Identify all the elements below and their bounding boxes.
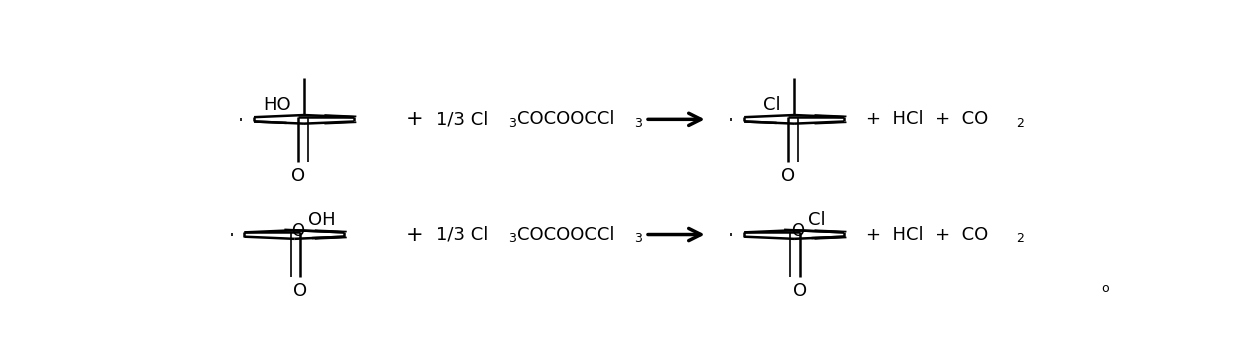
Text: 3: 3 [507, 117, 516, 130]
Text: COCOOCCl: COCOOCCl [517, 110, 615, 128]
Text: o: o [1101, 282, 1110, 295]
Text: 3: 3 [507, 232, 516, 245]
Text: 2: 2 [1016, 232, 1024, 245]
Text: O: O [791, 222, 804, 240]
Text: O: O [291, 222, 304, 240]
Text: O: O [781, 167, 795, 185]
Text: 1/3 Cl: 1/3 Cl [435, 110, 489, 128]
Text: Cl: Cl [807, 211, 825, 229]
Text: COCOOCCl: COCOOCCl [517, 225, 615, 243]
Text: +: + [405, 224, 423, 244]
Text: 2: 2 [1016, 117, 1024, 130]
Text: Cl: Cl [763, 96, 780, 114]
Text: OH: OH [308, 211, 336, 229]
Text: HO: HO [263, 96, 290, 114]
Text: O: O [792, 282, 807, 300]
Text: 3: 3 [635, 232, 642, 245]
Text: 3: 3 [635, 117, 642, 130]
Text: +  HCl  +  CO: + HCl + CO [866, 225, 988, 243]
Text: +  HCl  +  CO: + HCl + CO [866, 110, 988, 128]
Text: O: O [291, 167, 305, 185]
Text: O: O [293, 282, 308, 300]
Text: +: + [405, 109, 423, 129]
Text: 1/3 Cl: 1/3 Cl [435, 225, 489, 243]
